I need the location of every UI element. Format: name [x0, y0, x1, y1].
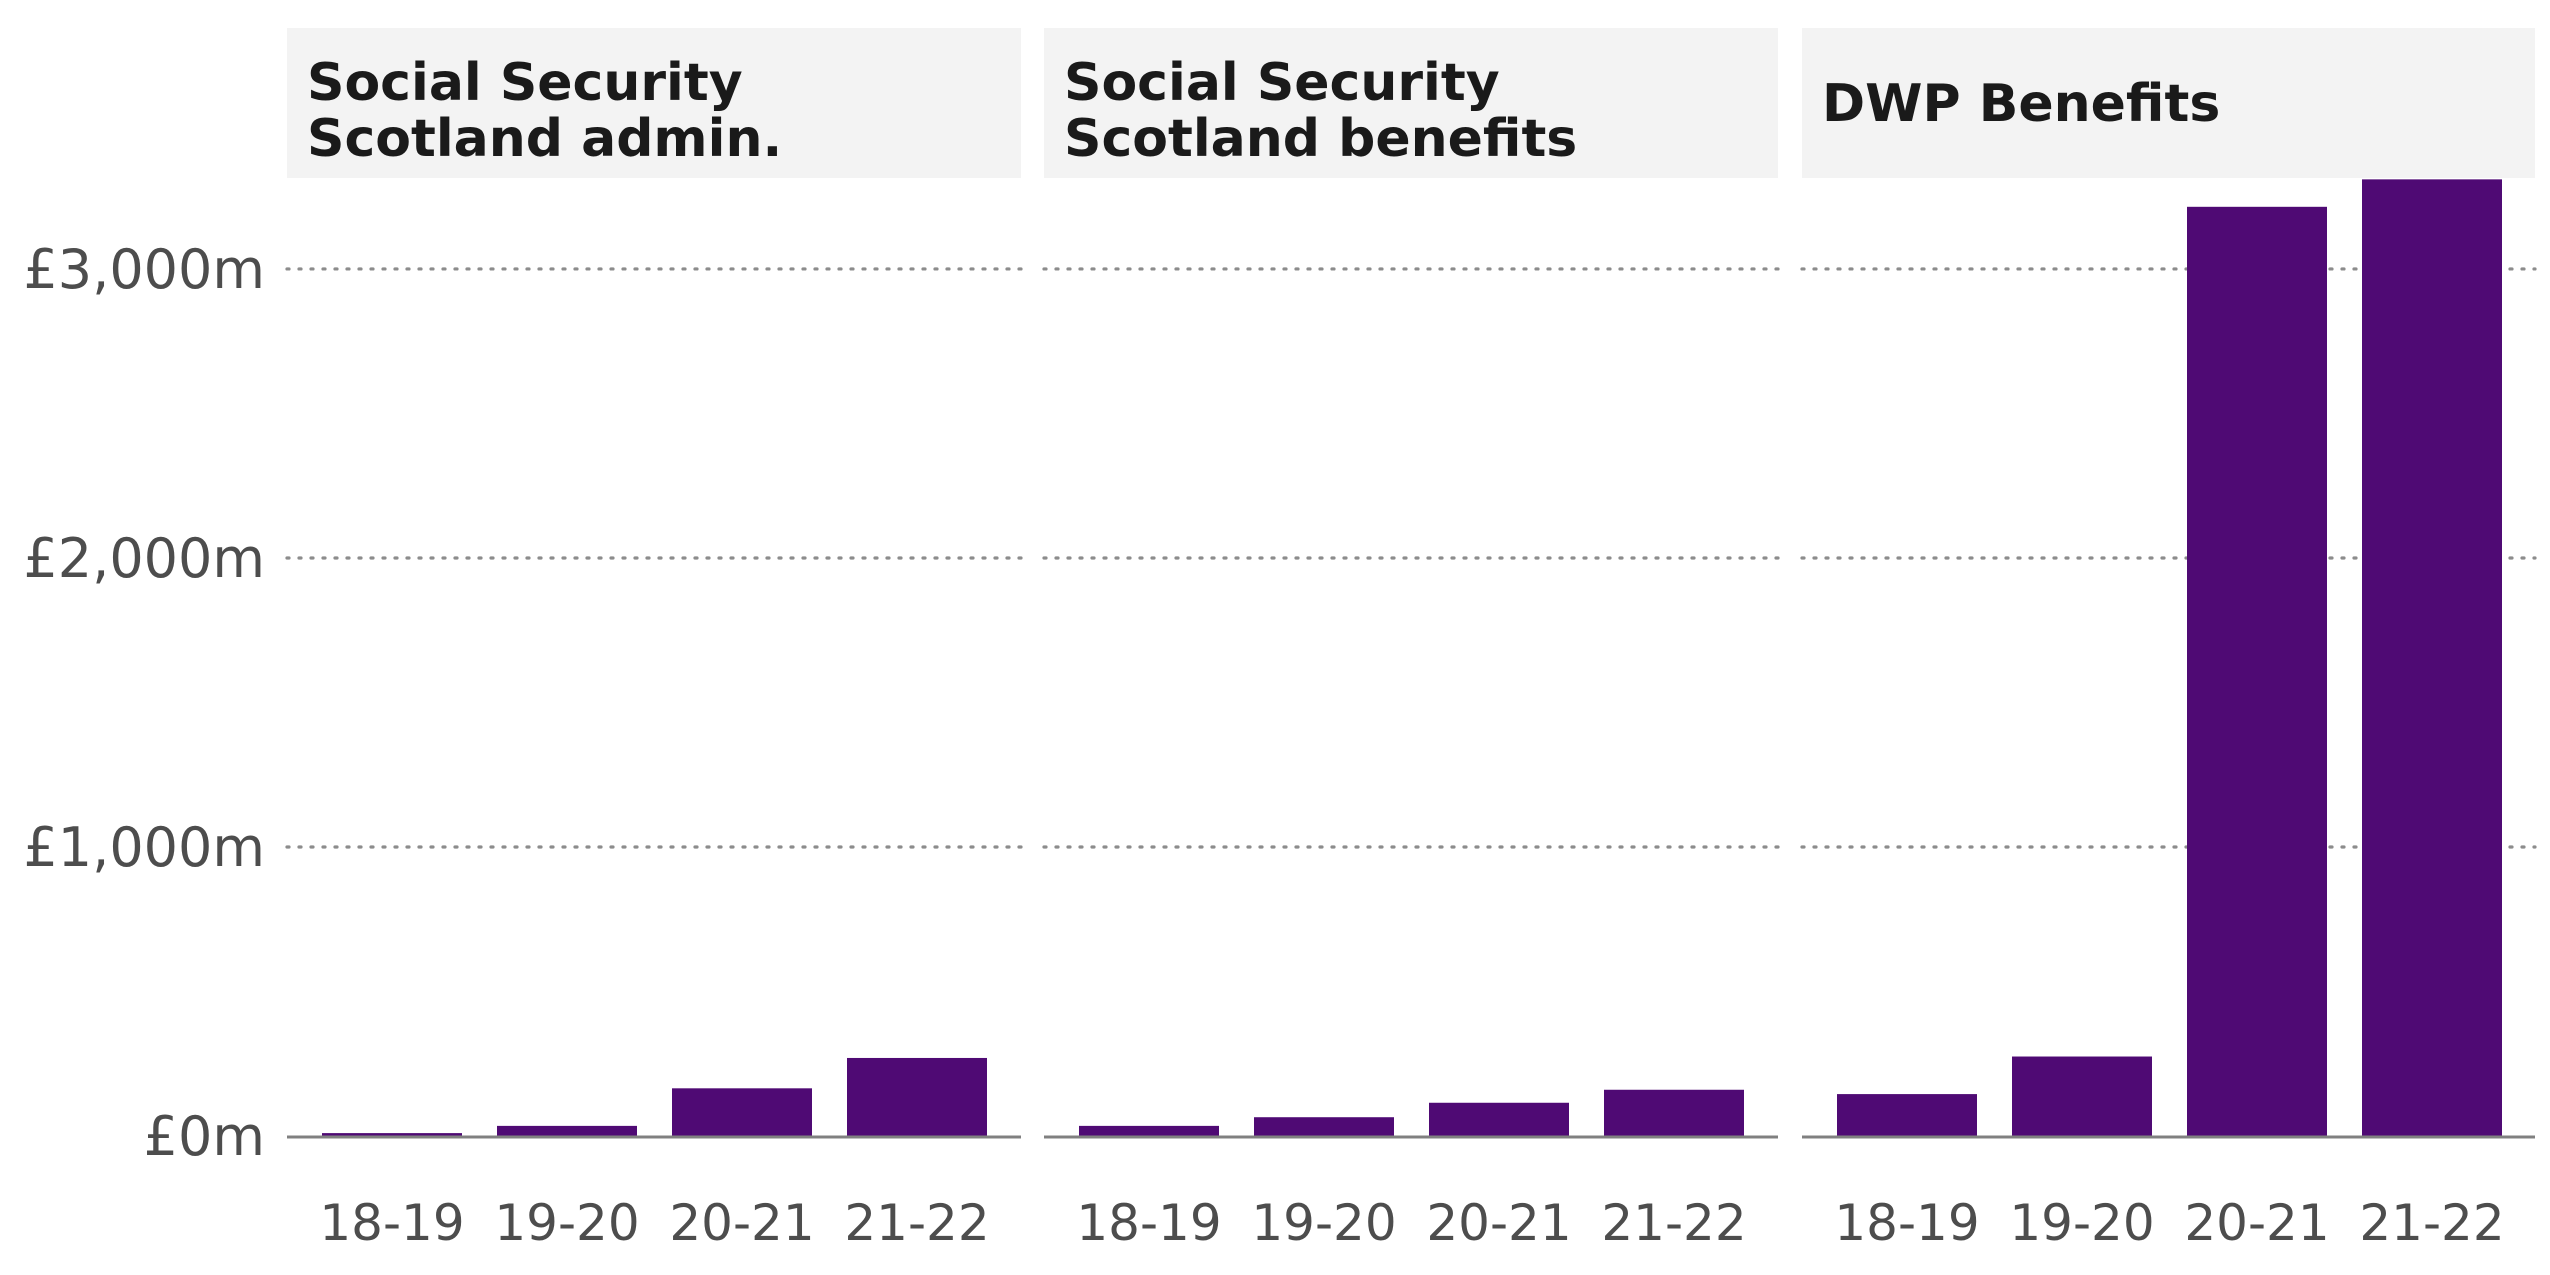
facet-strip [287, 28, 1021, 178]
y-tick-label: £1,000m [23, 816, 265, 879]
x-tick-label: 20-21 [669, 1194, 814, 1252]
x-tick-label: 19-20 [2009, 1194, 2154, 1252]
bar [1837, 1094, 1977, 1136]
facet-title: Social Security [307, 53, 743, 113]
bar [2362, 179, 2502, 1136]
x-tick-label: 20-21 [2184, 1194, 2329, 1252]
bar [497, 1125, 637, 1136]
y-tick-label: £0m [144, 1105, 265, 1168]
bar [322, 1133, 462, 1136]
x-tick-label: 21-22 [844, 1194, 989, 1252]
bar [2187, 206, 2327, 1136]
x-tick-label: 20-21 [1426, 1194, 1571, 1252]
x-tick-label: 18-19 [1076, 1194, 1221, 1252]
facet-title: Scotland benefits [1064, 109, 1577, 169]
facet-strip [1802, 28, 2535, 178]
x-tick-label: 18-19 [1834, 1194, 1979, 1252]
x-tick-label: 21-22 [2359, 1194, 2504, 1252]
facet-title: Social Security [1064, 53, 1500, 113]
bar [1079, 1125, 1219, 1136]
x-tick-label: 18-19 [319, 1194, 464, 1252]
bar [1429, 1102, 1569, 1136]
facet-title: Scotland admin. [307, 109, 782, 169]
x-tick-label: 19-20 [494, 1194, 639, 1252]
bar [847, 1057, 987, 1136]
y-tick-label: £2,000m [23, 527, 265, 590]
bar [2012, 1056, 2152, 1136]
bar [1254, 1117, 1394, 1136]
x-tick-label: 21-22 [1601, 1194, 1746, 1252]
bar [1604, 1089, 1744, 1136]
x-tick-label: 19-20 [1251, 1194, 1396, 1252]
y-tick-label: £3,000m [23, 238, 265, 301]
bar [672, 1088, 812, 1136]
facet-strip [1044, 28, 1778, 178]
facet-title: DWP Benefits [1822, 74, 2220, 134]
